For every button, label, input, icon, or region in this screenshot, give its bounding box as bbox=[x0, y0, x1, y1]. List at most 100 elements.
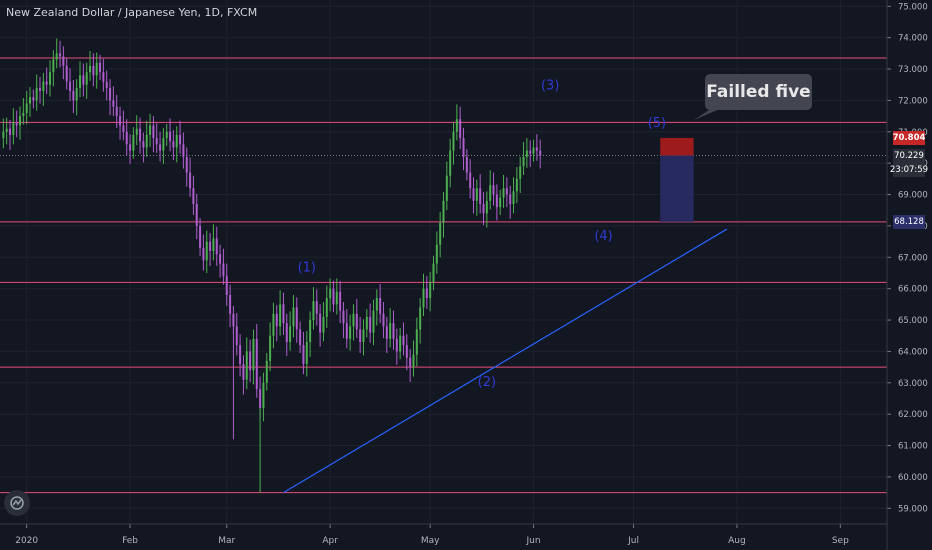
candle-body bbox=[202, 247, 205, 261]
candle-body bbox=[39, 87, 42, 91]
candle-body bbox=[165, 131, 168, 139]
annotation-callout[interactable]: Failled five bbox=[705, 74, 812, 110]
candle-body bbox=[339, 291, 342, 311]
callout-pointer bbox=[694, 108, 722, 120]
candle-body bbox=[2, 131, 5, 139]
candle-body bbox=[312, 301, 315, 321]
candle-body bbox=[229, 294, 232, 314]
candle-body bbox=[385, 326, 388, 339]
candle-body bbox=[522, 156, 525, 167]
candle-body bbox=[245, 351, 248, 380]
x-tick-label: Jun bbox=[526, 536, 541, 546]
x-tick-label: May bbox=[421, 536, 440, 546]
candle-body bbox=[345, 323, 348, 339]
candle-body bbox=[9, 128, 12, 135]
wave-label: (5) bbox=[648, 116, 666, 131]
candle-body bbox=[482, 203, 485, 214]
candle-body bbox=[432, 263, 435, 283]
candle-body bbox=[389, 323, 392, 339]
price-tag-countdown: 23:07:59 bbox=[889, 163, 929, 178]
candle-body bbox=[259, 389, 262, 408]
candle-body bbox=[329, 288, 332, 299]
y-tick-label: 67.000 bbox=[898, 253, 928, 263]
candle-body bbox=[252, 338, 255, 371]
candle-body bbox=[19, 116, 22, 126]
candle-body bbox=[222, 263, 225, 277]
candle-body bbox=[409, 357, 412, 368]
tradingview-logo-icon[interactable] bbox=[4, 490, 30, 516]
candle-body bbox=[32, 97, 35, 101]
candle-body bbox=[369, 316, 372, 333]
candle-body bbox=[192, 188, 195, 204]
candle-body bbox=[325, 298, 328, 317]
grid bbox=[0, 0, 887, 524]
candle-body bbox=[142, 141, 145, 148]
candle-body bbox=[429, 282, 432, 299]
candle-body bbox=[152, 125, 155, 139]
candlesticks bbox=[2, 38, 542, 493]
x-tick-label: 2020 bbox=[15, 536, 38, 546]
candle-body bbox=[145, 134, 148, 148]
candle-body bbox=[119, 116, 122, 126]
candle-body bbox=[502, 188, 505, 198]
x-tick-label: Apr bbox=[322, 536, 338, 546]
candle-body bbox=[352, 313, 355, 327]
candle-body bbox=[505, 188, 508, 195]
candle-body bbox=[289, 326, 292, 343]
candle-body bbox=[392, 323, 395, 339]
candle-body bbox=[95, 62, 98, 76]
candle-body bbox=[449, 150, 452, 176]
candle-body bbox=[319, 313, 322, 333]
candle-body bbox=[519, 166, 522, 179]
candle-body bbox=[139, 128, 142, 142]
candle-body bbox=[359, 329, 362, 343]
candle-body bbox=[292, 307, 295, 327]
candle-body bbox=[532, 147, 535, 154]
candle-body bbox=[172, 141, 175, 148]
candle-body bbox=[472, 188, 475, 201]
candle-body bbox=[539, 150, 542, 156]
candle-body bbox=[25, 103, 28, 113]
candle-body bbox=[225, 276, 228, 295]
candle-body bbox=[435, 244, 438, 264]
candle-body bbox=[512, 191, 515, 204]
candle-body bbox=[239, 345, 242, 364]
candle-body bbox=[195, 203, 198, 226]
candle-body bbox=[479, 188, 482, 204]
candle-body bbox=[149, 125, 152, 135]
candle-body bbox=[442, 200, 445, 223]
price-tag-last: 70.229 bbox=[893, 148, 925, 163]
candle-body bbox=[79, 75, 82, 88]
candle-body bbox=[269, 335, 272, 361]
candle-body bbox=[275, 313, 278, 327]
trendline bbox=[283, 228, 728, 494]
candle-body bbox=[279, 304, 282, 327]
candle-body bbox=[92, 65, 95, 76]
candle-body bbox=[452, 131, 455, 151]
candle-body bbox=[42, 81, 45, 91]
x-tick-label: Aug bbox=[728, 536, 746, 546]
candle-body bbox=[402, 335, 405, 346]
candle-body bbox=[169, 131, 172, 142]
candle-body bbox=[469, 172, 472, 189]
candle-body bbox=[132, 134, 135, 151]
candle-body bbox=[199, 225, 202, 248]
candle-body bbox=[462, 138, 465, 157]
candle-body bbox=[219, 254, 222, 264]
candle-body bbox=[162, 138, 165, 151]
candle-body bbox=[75, 87, 78, 101]
candle-body bbox=[422, 288, 425, 308]
time-axis: 2020 Feb Mar Apr May Jun Jul Aug Sep bbox=[0, 523, 887, 546]
candle-body bbox=[379, 298, 382, 314]
candle-body bbox=[29, 97, 32, 104]
candle-body bbox=[315, 301, 318, 314]
x-tick-label: Mar bbox=[218, 536, 235, 546]
price-axis: 75.00074.00073.00072.00071.00070.00069.0… bbox=[886, 0, 928, 550]
candle-body bbox=[492, 185, 495, 195]
candle-body bbox=[122, 125, 125, 132]
candle-body bbox=[235, 326, 238, 346]
wave-label: (1) bbox=[298, 260, 316, 275]
candle-body bbox=[395, 338, 398, 352]
candle-body bbox=[89, 65, 92, 73]
